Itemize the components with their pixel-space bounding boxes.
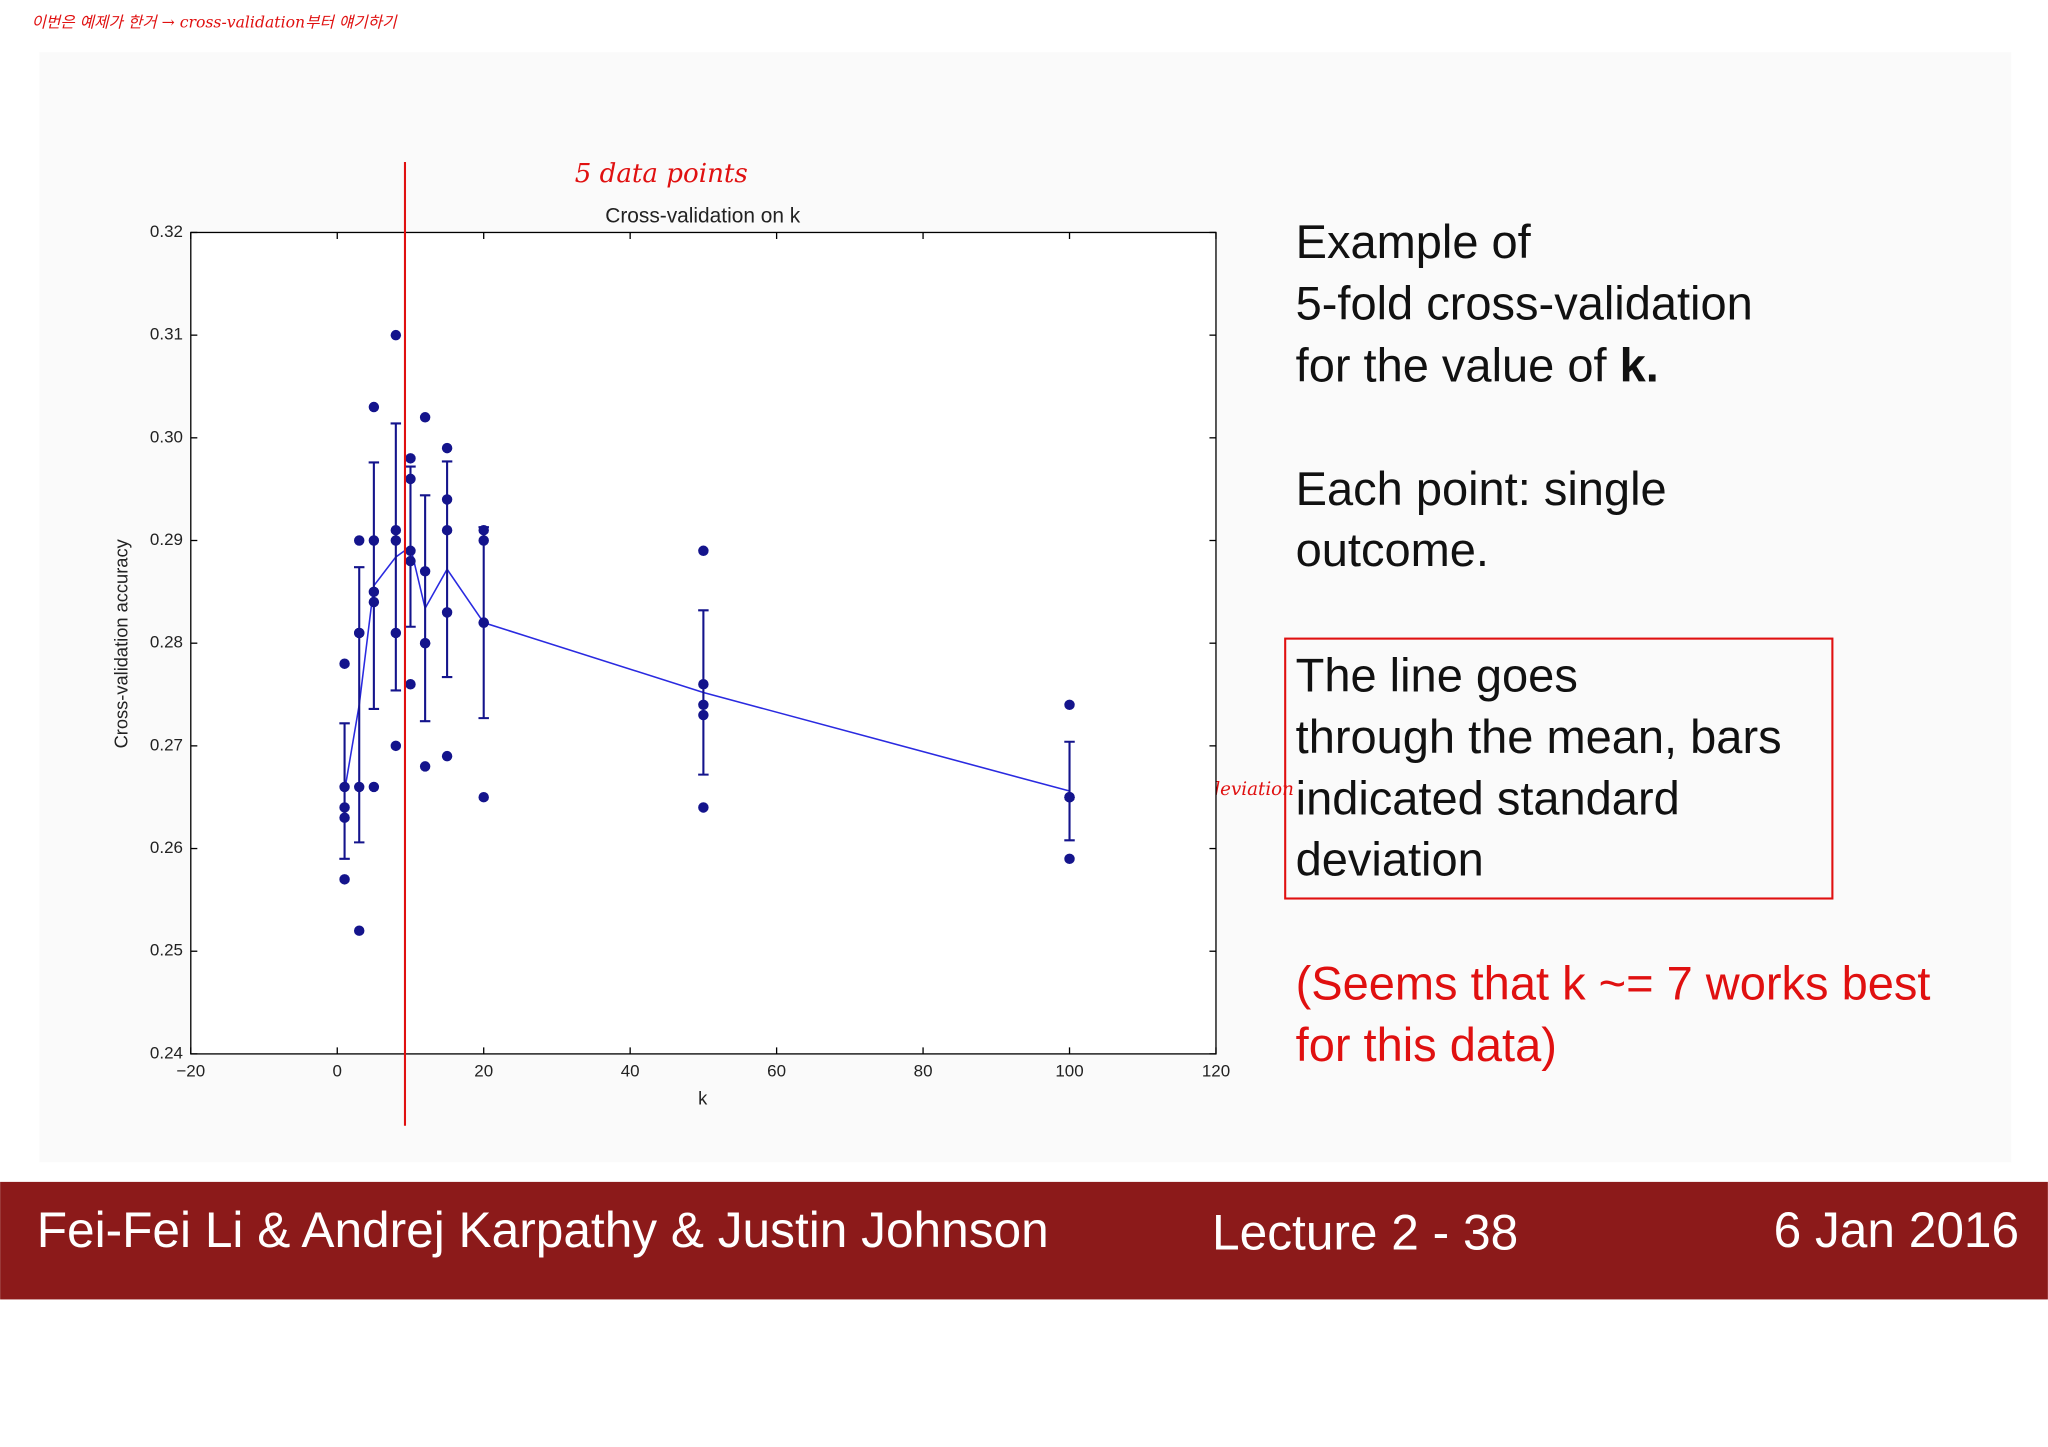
data-point bbox=[368, 781, 380, 793]
data-point bbox=[1064, 699, 1075, 711]
data-point bbox=[419, 637, 431, 649]
data-point bbox=[390, 535, 402, 546]
data-point bbox=[698, 699, 709, 711]
y-tick-label: 0.32 bbox=[150, 222, 183, 241]
data-point bbox=[441, 442, 453, 454]
y-tick-label: 0.28 bbox=[150, 633, 183, 652]
data-point bbox=[353, 535, 365, 546]
data-point bbox=[698, 679, 709, 690]
data-point bbox=[339, 781, 350, 793]
text-line: Example of bbox=[1296, 215, 1532, 268]
text-line: The line goes bbox=[1296, 649, 1578, 702]
data-point bbox=[390, 525, 402, 536]
text-line: for the value of k. bbox=[1296, 339, 1659, 392]
data-point bbox=[368, 535, 380, 546]
error-bar bbox=[353, 566, 365, 844]
y-tick-label: 0.29 bbox=[150, 530, 183, 549]
error-bar bbox=[390, 422, 402, 692]
mean-line bbox=[343, 545, 1070, 792]
x-tick-label: 60 bbox=[767, 1062, 786, 1081]
data-point bbox=[478, 617, 489, 628]
error-bar bbox=[368, 461, 380, 710]
data-point bbox=[1064, 853, 1075, 865]
marks: −20 0 20 40 60 80 100 120 0.24 0.25 0.26 0.27 0.28 0.… bbox=[150, 222, 1230, 1081]
y-tick-label: 0.24 bbox=[150, 1043, 183, 1062]
text-line: for this data) bbox=[1296, 1018, 1557, 1071]
text-line: Each point: single bbox=[1296, 462, 1667, 515]
chart-title: Cross-validation on k bbox=[605, 204, 800, 227]
data-point bbox=[419, 566, 431, 577]
text-line: (Seems that k ~= 7 works best bbox=[1296, 957, 1931, 1010]
data-point bbox=[368, 586, 380, 598]
y-tick-label: 0.25 bbox=[150, 941, 183, 960]
data-point bbox=[405, 555, 416, 567]
text-span: k. bbox=[1620, 339, 1659, 392]
text-line: deviation bbox=[1296, 833, 1484, 886]
y-tick-label: 0.27 bbox=[150, 735, 183, 754]
handwritten-note: 이번은 예제가 한거 → cross-validation부터 얘기하기 bbox=[31, 13, 398, 32]
y-axis-label: Cross-validation accuracy bbox=[111, 538, 132, 748]
text-line: through the mean, bars bbox=[1296, 710, 1782, 763]
x-tick-label: 80 bbox=[914, 1062, 933, 1081]
data-point bbox=[390, 627, 402, 639]
text-line: outcome. bbox=[1296, 523, 1489, 576]
y-tick-label: 0.30 bbox=[150, 427, 183, 446]
data-point bbox=[339, 802, 350, 813]
footer-date: 6 Jan 2016 bbox=[1774, 1202, 2020, 1258]
data-point bbox=[698, 709, 709, 721]
footer-lecture: Lecture 2 - 38 bbox=[1212, 1205, 1518, 1261]
footer-bar bbox=[0, 1181, 2048, 1300]
error-bar bbox=[698, 609, 709, 776]
x-tick-label: −20 bbox=[176, 1062, 205, 1081]
data-point bbox=[368, 401, 380, 413]
handwritten-note: 5 data points bbox=[575, 159, 748, 189]
data-point bbox=[478, 535, 489, 546]
x-tick-label: 40 bbox=[621, 1062, 640, 1081]
x-axis-label: k bbox=[698, 1087, 708, 1108]
y-tick-label: 0.31 bbox=[150, 325, 183, 344]
data-point bbox=[419, 761, 431, 772]
data-point bbox=[390, 329, 402, 341]
data-point bbox=[1064, 791, 1075, 803]
data-point bbox=[339, 874, 350, 885]
data-point bbox=[353, 781, 365, 793]
data-point bbox=[353, 925, 365, 936]
text-line: 5-fold cross-validation bbox=[1296, 276, 1753, 329]
data-point bbox=[339, 812, 350, 823]
error-bar bbox=[1064, 740, 1075, 842]
data-point bbox=[478, 525, 489, 536]
data-point bbox=[405, 679, 416, 690]
data-point bbox=[390, 740, 402, 752]
footer-page: 38 bbox=[1463, 1205, 1518, 1261]
data-point bbox=[405, 453, 416, 464]
data-point bbox=[441, 607, 453, 618]
text-span: for the value of bbox=[1296, 339, 1620, 392]
text-line: indicated standard bbox=[1296, 771, 1680, 824]
data-point bbox=[478, 791, 489, 803]
x-tick-label: 100 bbox=[1055, 1062, 1083, 1081]
data-point bbox=[698, 545, 709, 556]
data-point bbox=[405, 473, 416, 485]
data-point bbox=[698, 802, 709, 813]
error-bar bbox=[419, 494, 431, 723]
data-point bbox=[441, 750, 453, 762]
x-tick-label: 0 bbox=[333, 1062, 342, 1081]
data-point bbox=[339, 658, 350, 669]
data-point bbox=[419, 412, 431, 423]
footer-authors: Fei-Fei Li & Andrej Karpathy & Justin Jo… bbox=[37, 1202, 1049, 1258]
x-tick-label: 120 bbox=[1202, 1062, 1230, 1081]
y-tick-label: 0.26 bbox=[150, 838, 183, 857]
data-point bbox=[353, 627, 365, 639]
data-point bbox=[441, 525, 453, 536]
highlight-box bbox=[1284, 637, 1834, 900]
x-tick-label: 20 bbox=[474, 1062, 493, 1081]
footer-lecture-label: Lecture 2 - bbox=[1212, 1205, 1463, 1261]
data-point bbox=[441, 494, 453, 505]
data-point bbox=[368, 596, 380, 608]
data-point bbox=[405, 545, 416, 556]
